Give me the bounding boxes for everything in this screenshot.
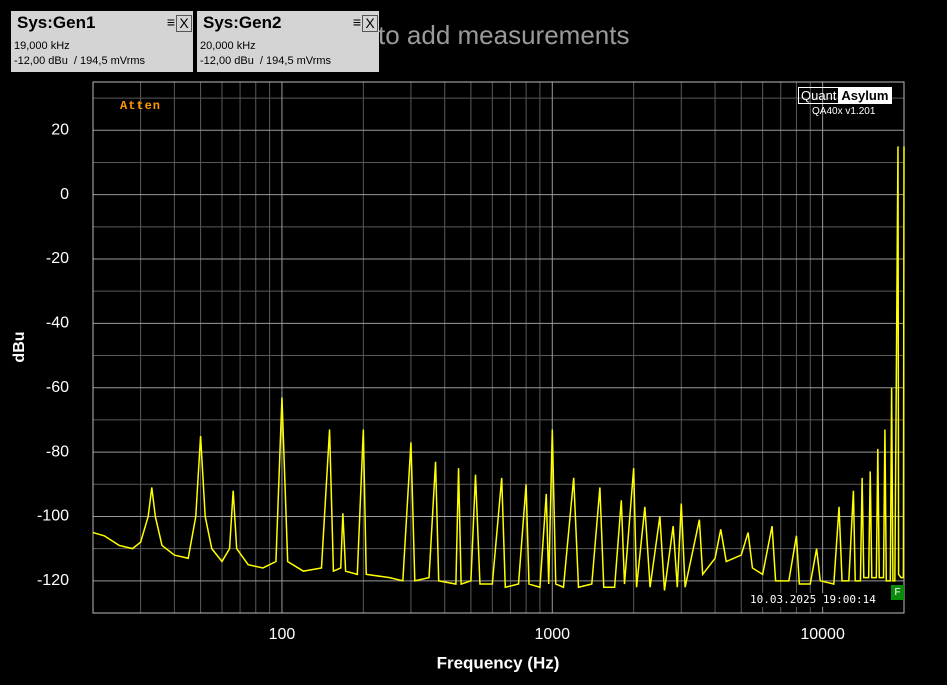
- close-button[interactable]: X: [176, 15, 192, 32]
- gen-panel[interactable]: Sys:Gen1 ≡ X 19,000 kHz -12,00 dBu / 194…: [11, 11, 193, 72]
- y-axis-label: dBu: [11, 331, 28, 362]
- gen-panel[interactable]: Sys:Gen2 ≡ X 20,000 kHz -12,00 dBu / 194…: [197, 11, 379, 72]
- plot-frame: [92, 81, 905, 614]
- hint: to add measurements: [378, 20, 630, 50]
- y-tick-label: 20: [51, 121, 69, 138]
- version: QA40x v1.201: [812, 106, 876, 117]
- x-tick-label: 100: [269, 626, 296, 643]
- logo-right: Asylum: [838, 88, 892, 103]
- menu-icon[interactable]: ≡: [352, 14, 361, 30]
- panel-title: Sys:Gen2: [203, 13, 282, 32]
- y-tick-label: -120: [37, 572, 69, 589]
- close-button[interactable]: X: [362, 15, 378, 32]
- logo-left: Quant: [801, 88, 837, 103]
- menu-icon[interactable]: ≡: [166, 14, 175, 30]
- x-tick-label: 1000: [534, 626, 570, 643]
- panel-freq: 20,000 kHz: [200, 40, 256, 52]
- y-tick-label: -60: [46, 379, 69, 396]
- x-tick-label: 10000: [800, 626, 845, 643]
- panel-level: -12,00 dBu / 194,5 mVrms: [200, 55, 332, 67]
- y-tick-label: -20: [46, 250, 69, 267]
- logo: Quant Asylum: [798, 87, 893, 104]
- y-tick-label: -100: [37, 508, 69, 525]
- flag[interactable]: F: [891, 585, 904, 600]
- panel-freq: 19,000 kHz: [14, 40, 70, 52]
- panel-level: -12,00 dBu / 194,5 mVrms: [14, 55, 146, 67]
- panel-title: Sys:Gen1: [17, 13, 96, 32]
- x-axis-label: Frequency (Hz): [437, 653, 560, 672]
- spectrum-line: [92, 146, 905, 591]
- timestamp: 10.03.2025 19:00:14: [750, 593, 892, 607]
- atten-label: Atten: [120, 99, 162, 113]
- y-tick-label: -40: [46, 315, 69, 332]
- y-tick-label: 0: [60, 186, 69, 203]
- y-tick-label: -80: [46, 443, 69, 460]
